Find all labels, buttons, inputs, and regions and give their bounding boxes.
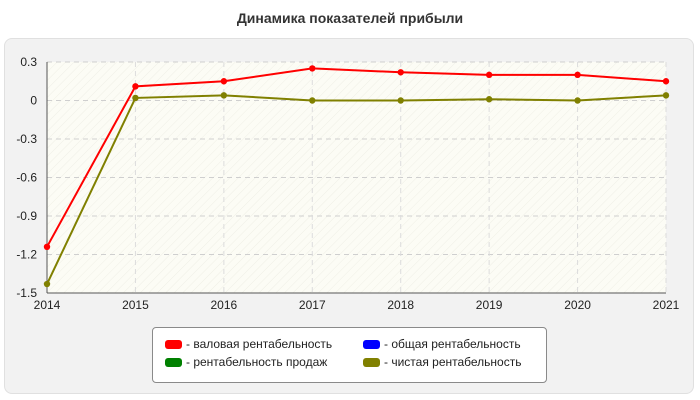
y-tick-label: 0.3 bbox=[20, 55, 37, 69]
chart-title: Динамика показателей прибыли bbox=[236, 10, 464, 26]
series-point-3 bbox=[220, 92, 228, 99]
series-point-3 bbox=[397, 97, 404, 104]
x-tick-label: 2021 bbox=[653, 298, 680, 312]
series-point-3 bbox=[132, 94, 139, 102]
x-tick-label: 2018 bbox=[387, 298, 414, 312]
series-point-0 bbox=[485, 71, 493, 79]
series-point-3 bbox=[485, 96, 493, 103]
legend-label-total-profitability: - общая рентабельность bbox=[384, 337, 521, 351]
legend-label-net-profitability: - чистая рентабельность bbox=[384, 355, 522, 369]
x-tick-label: 2014 bbox=[34, 298, 61, 312]
legend-label-sales-profitability: - рентабельность продаж bbox=[186, 355, 328, 369]
series-point-0 bbox=[397, 69, 404, 76]
legend-item-sales-profitability: - рентабельность продаж bbox=[165, 355, 327, 369]
series-point-3 bbox=[662, 92, 670, 99]
legend-item-net-profitability: - чистая рентабельность bbox=[363, 355, 521, 369]
series-line-0 bbox=[46, 67, 667, 248]
series-point-3 bbox=[309, 97, 316, 104]
series-point-0 bbox=[574, 71, 581, 79]
x-tick-label: 2016 bbox=[211, 298, 238, 312]
series-point-0 bbox=[43, 243, 51, 250]
y-tick-label: -1.5 bbox=[16, 286, 37, 300]
series-point-0 bbox=[220, 78, 228, 85]
chart-legend: - валовая рентабельность - общая рентабе… bbox=[152, 327, 547, 383]
series-point-0 bbox=[132, 83, 139, 90]
y-tick-label: -1.2 bbox=[16, 248, 37, 262]
legend-swatch-net-profitability bbox=[363, 357, 380, 367]
legend-item-gross-profitability: - валовая рентабельность bbox=[165, 337, 332, 351]
y-tick-label: 0 bbox=[30, 94, 37, 108]
y-tick-label: -0.6 bbox=[16, 171, 37, 185]
x-tick-label: 2017 bbox=[299, 298, 326, 312]
legend-swatch-total-profitability bbox=[363, 339, 380, 349]
legend-label-gross-profitability: - валовая рентабельность bbox=[186, 337, 333, 351]
series-point-3 bbox=[43, 280, 51, 288]
series-point-0 bbox=[662, 78, 670, 85]
x-tick-label: 2020 bbox=[564, 298, 591, 312]
series-point-0 bbox=[309, 65, 316, 72]
y-tick-label: -0.3 bbox=[16, 132, 37, 146]
x-tick-label: 2019 bbox=[476, 298, 503, 312]
legend-item-total-profitability: - общая рентабельность bbox=[363, 337, 521, 351]
legend-swatch-sales-profitability bbox=[165, 357, 182, 367]
legend-swatch-gross-profitability bbox=[165, 339, 182, 349]
x-tick-label: 2015 bbox=[122, 298, 149, 312]
series-line-3 bbox=[46, 94, 667, 285]
series-point-3 bbox=[574, 97, 581, 104]
y-tick-label: -0.9 bbox=[16, 209, 37, 223]
